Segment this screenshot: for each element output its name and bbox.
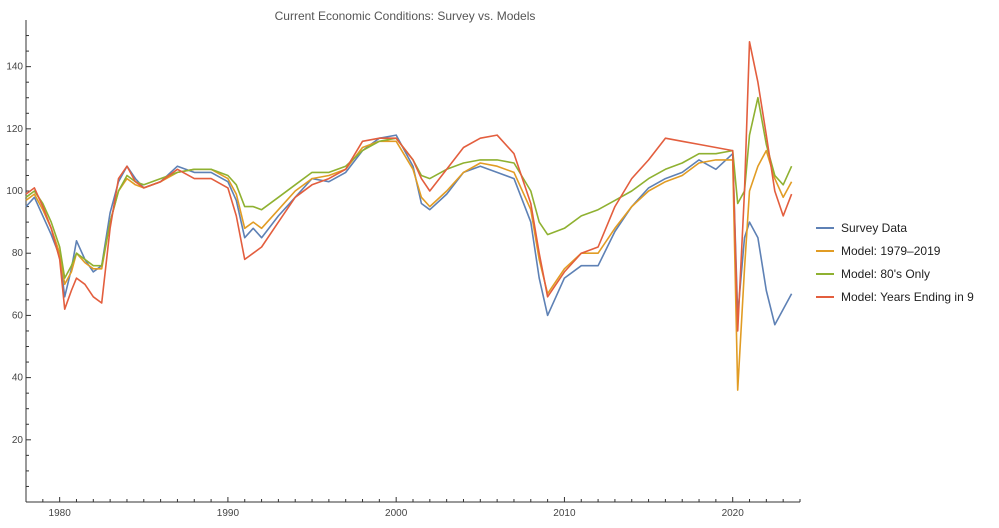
y-ticks: 20 40 60 80 100 120 140	[6, 35, 31, 487]
legend-label: Survey Data	[841, 221, 907, 235]
y-tick-label: 80	[12, 248, 24, 259]
y-tick-label: 120	[6, 124, 23, 135]
x-tick-label: 1990	[217, 508, 240, 519]
legend: Survey Data Model: 1979–2019 Model: 80's O…	[816, 221, 974, 304]
y-tick-label: 40	[12, 373, 24, 384]
x-tick-label: 2020	[722, 508, 745, 519]
x-ticks: 1980 1990 2000 2010 2020	[25, 497, 801, 519]
series-lines	[25, 40, 793, 391]
x-tick-label: 1980	[49, 508, 72, 519]
series-line-4	[25, 40, 793, 332]
legend-label: Model: Years Ending in 9	[841, 290, 974, 304]
y-tick-label: 140	[6, 62, 23, 73]
legend-label: Model: 1979–2019	[841, 244, 941, 258]
chart-title: Current Economic Conditions: Survey vs. …	[275, 9, 536, 23]
y-tick-label: 60	[12, 310, 24, 321]
y-tick-label: 100	[6, 186, 23, 197]
series-line-3	[25, 96, 793, 279]
y-tick-label: 20	[12, 435, 24, 446]
series-line-2	[25, 140, 793, 391]
legend-label: Model: 80's Only	[841, 267, 930, 281]
x-tick-label: 2010	[553, 508, 576, 519]
x-tick-label: 2000	[385, 508, 408, 519]
